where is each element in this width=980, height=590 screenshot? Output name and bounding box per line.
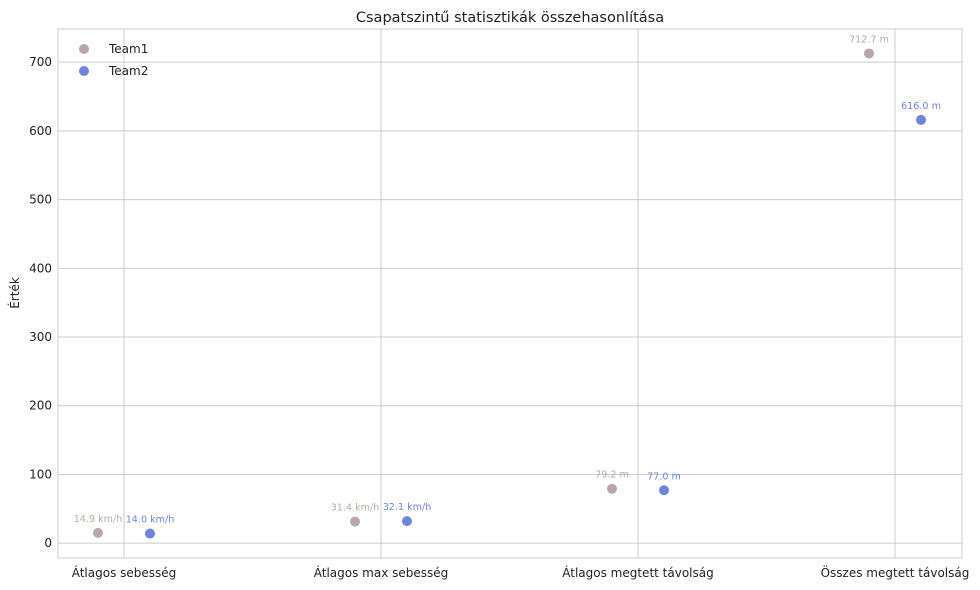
plot-area xyxy=(57,28,963,559)
data-point-team1 xyxy=(350,516,360,527)
data-label-team2: 616.0 m xyxy=(901,101,941,112)
x-tick-label: Átlagos max sebesség xyxy=(314,565,449,580)
y-tick-label: 0 xyxy=(44,536,52,550)
data-point-team2 xyxy=(402,516,412,527)
y-tick-label: 700 xyxy=(29,55,52,69)
data-point-team2 xyxy=(916,114,926,125)
data-point-team2 xyxy=(659,485,669,496)
data-point-team1 xyxy=(864,48,874,59)
data-label-team1: 712.7 m xyxy=(849,34,889,45)
y-tick-label: 600 xyxy=(29,124,52,138)
chart-title: Csapatszintű statisztikák összehasonlítá… xyxy=(356,10,664,26)
x-tick-label: Átlagos megtett távolság xyxy=(562,565,713,580)
data-point-team2 xyxy=(145,528,155,539)
data-point-team1 xyxy=(607,483,617,494)
y-tick-label: 400 xyxy=(29,261,52,275)
data-label-team2: 77.0 m xyxy=(647,471,681,482)
data-label-team2: 32.1 km/h xyxy=(383,502,432,513)
data-label-team2: 14.0 km/h xyxy=(126,515,175,526)
data-point-team1 xyxy=(93,527,103,538)
y-tick-label: 200 xyxy=(29,399,52,413)
legend-marker-team2 xyxy=(79,66,89,76)
x-tick-label: Összes megtett távolság xyxy=(821,564,970,580)
data-label-team1: 79.2 m xyxy=(595,470,629,481)
legend-marker-team1 xyxy=(79,44,89,54)
legend: Team1 Team2 xyxy=(79,42,148,78)
data-label-team1: 31.4 km/h xyxy=(331,503,380,514)
y-tick-label: 100 xyxy=(29,467,52,481)
y-tick-label: 500 xyxy=(29,193,52,207)
y-axis-label: Érték xyxy=(7,277,22,309)
data-label-team1: 14.9 km/h xyxy=(74,514,123,525)
legend-label-team1: Team1 xyxy=(108,42,148,56)
y-tick-label: 300 xyxy=(29,330,52,344)
x-tick-label: Átlagos sebesség xyxy=(72,565,177,580)
legend-label-team2: Team2 xyxy=(108,64,148,78)
